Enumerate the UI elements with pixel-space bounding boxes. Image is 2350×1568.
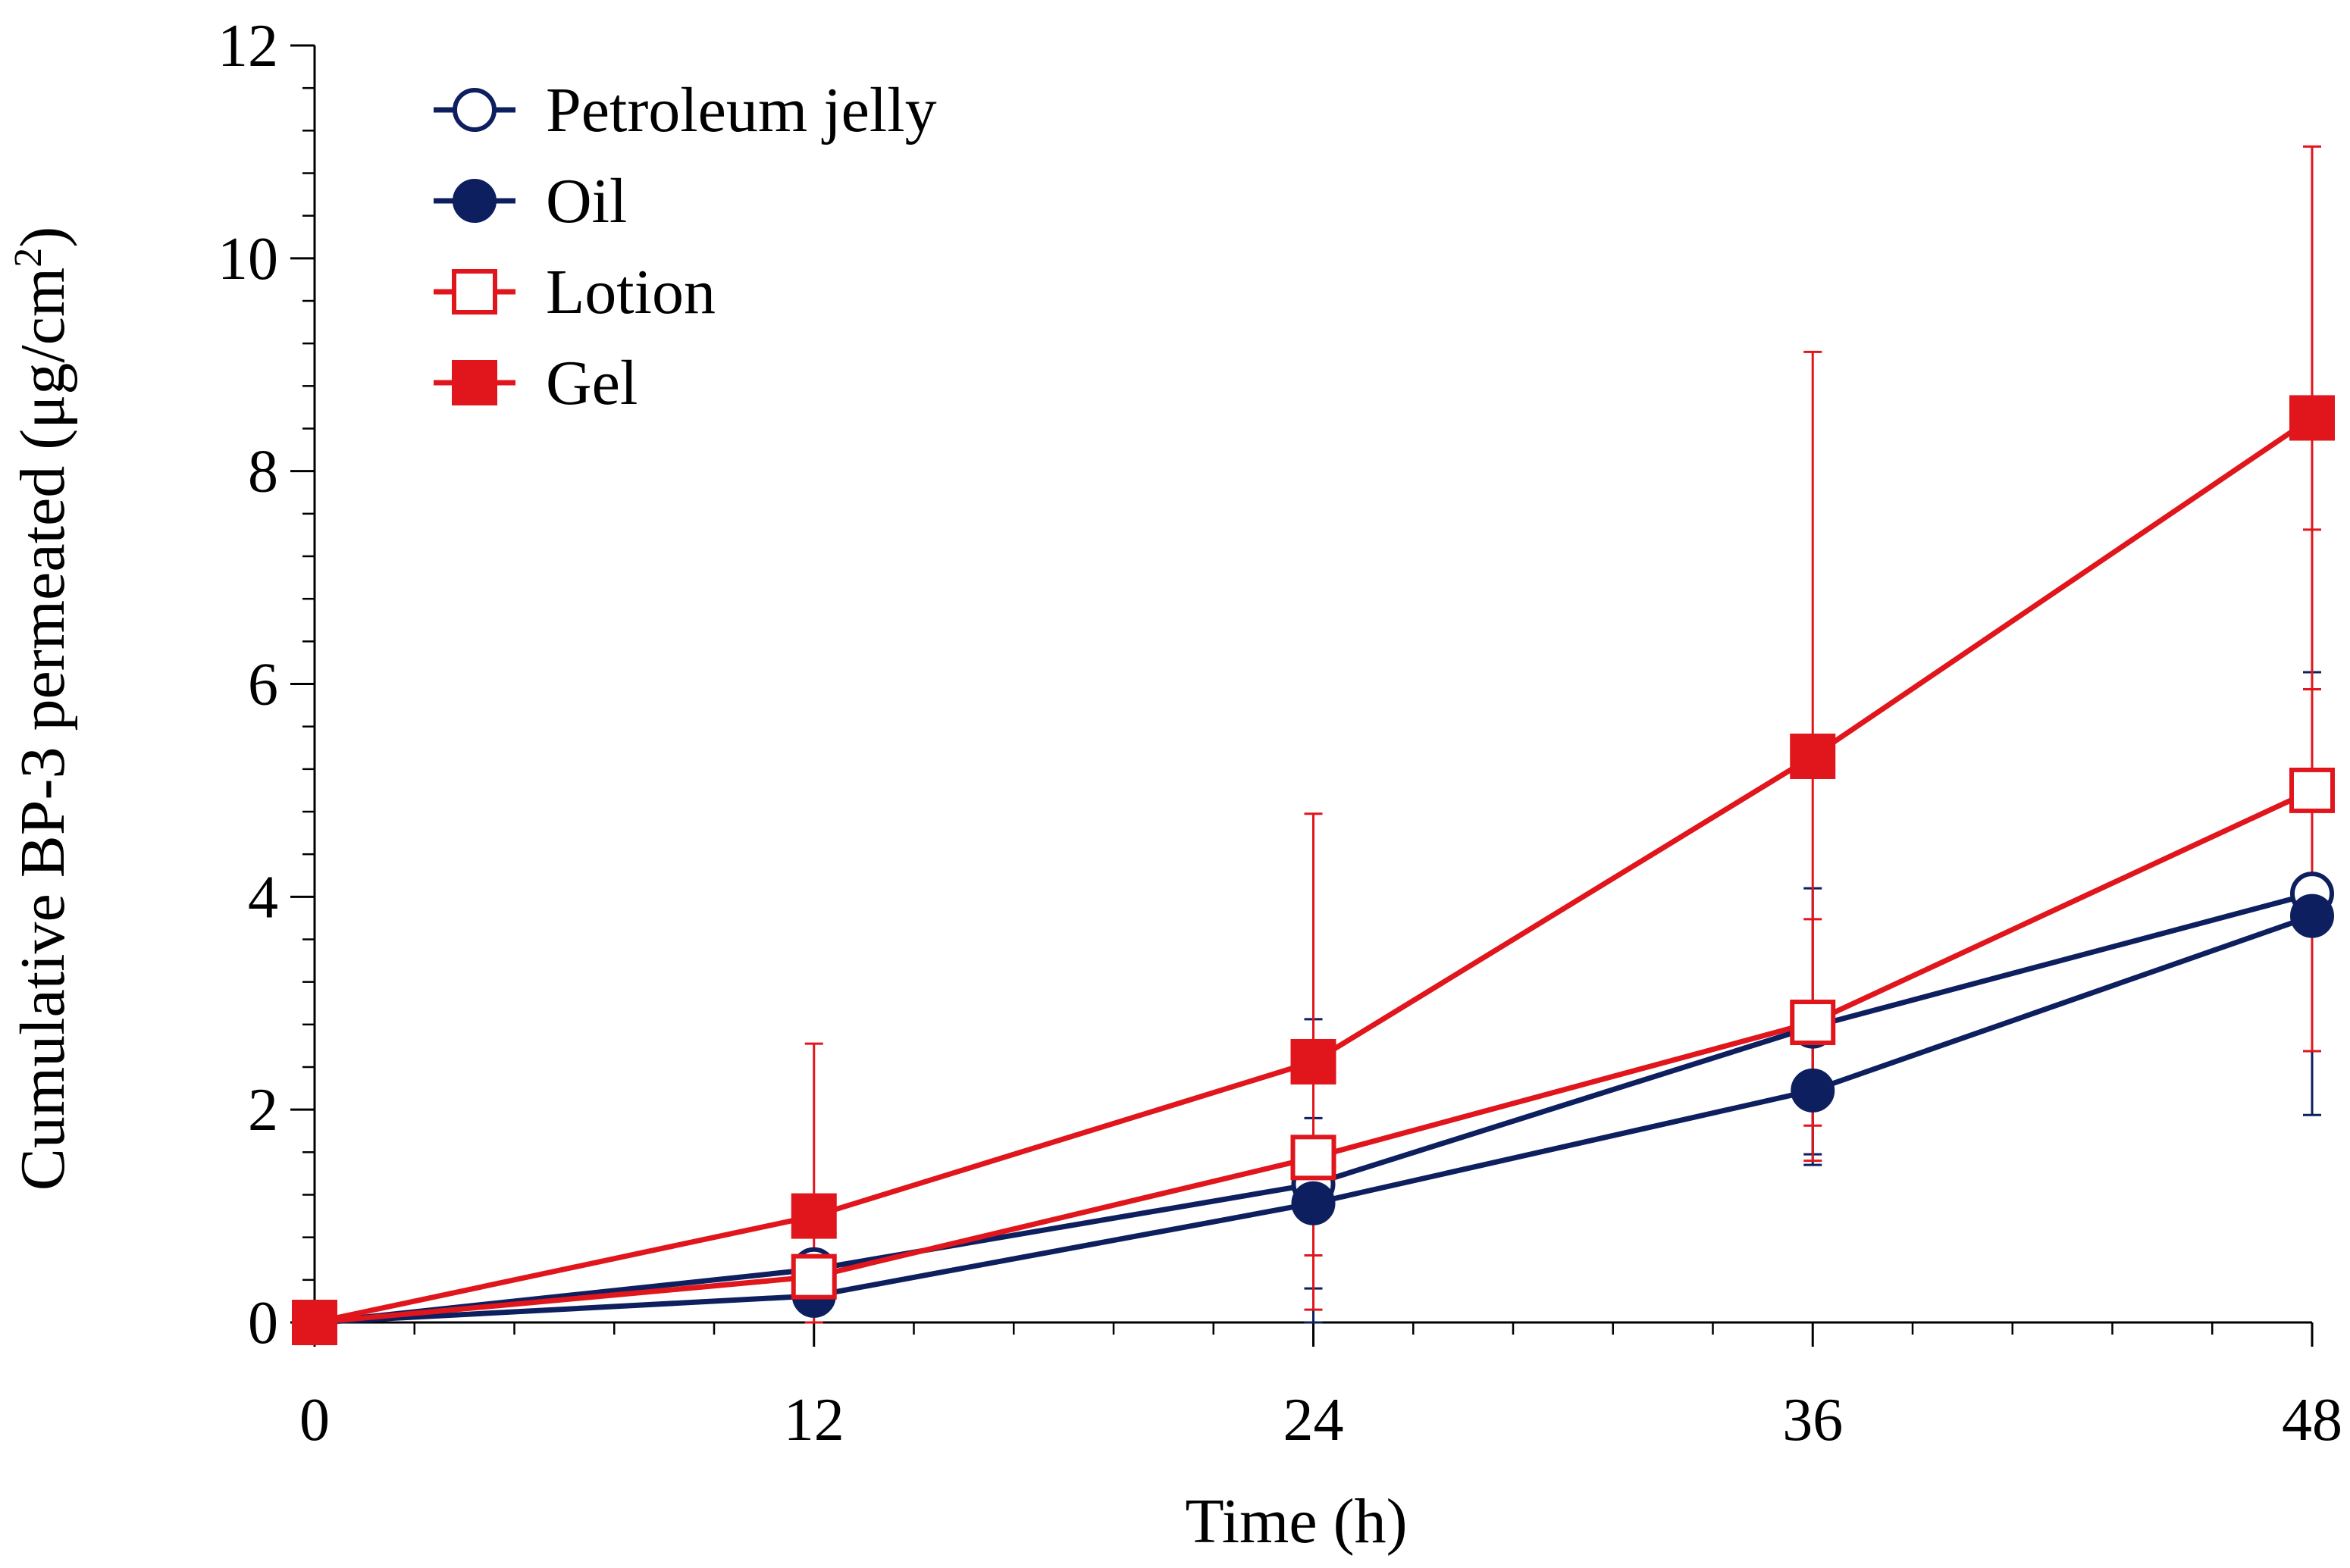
- legend-marker: [452, 360, 497, 405]
- y-tick-label: 2: [248, 1077, 278, 1144]
- data-point: [1791, 1068, 1835, 1113]
- series-markers: [292, 395, 2335, 1345]
- data-point: [2290, 894, 2334, 938]
- y-axis-title: Cumulative BP-3 permeated (μg/cm2): [7, 227, 78, 1191]
- legend-label: Lotion: [546, 257, 716, 327]
- legend-marker: [452, 269, 497, 315]
- legend-label: Petroleum jelly: [546, 75, 937, 146]
- y-tick-label: 6: [248, 652, 278, 718]
- y-tick-label: 8: [248, 439, 278, 505]
- data-point: [791, 1193, 837, 1239]
- x-tick-label: 48: [2282, 1387, 2342, 1454]
- legend-marker: [453, 179, 497, 223]
- data-point: [791, 1253, 837, 1300]
- data-point: [2289, 395, 2335, 441]
- data-point: [1790, 733, 1836, 779]
- legend: Petroleum jelly Oil Lotion Gel: [434, 75, 937, 418]
- x-tick-label: 12: [784, 1387, 844, 1454]
- x-axis-title: Time (h): [1185, 1486, 1407, 1557]
- y-tick-label: 0: [248, 1290, 278, 1357]
- y-axis-title-main: Cumulative BP-3 permeated (μg/cm: [8, 268, 78, 1191]
- data-point: [1290, 1038, 1336, 1084]
- y-tick-label: 4: [248, 864, 278, 931]
- legend-marker: [453, 88, 497, 132]
- data-point: [1291, 1181, 1336, 1225]
- data-point: [1290, 1135, 1336, 1181]
- y-tick-label: 12: [218, 13, 278, 80]
- y-axis-title-end: ): [8, 227, 78, 248]
- y-tick-label: 10: [218, 226, 278, 293]
- legend-label: Oil: [546, 166, 627, 236]
- data-point: [1790, 1000, 1836, 1046]
- x-tick-label: 36: [1782, 1387, 1843, 1454]
- x-tick-label: 24: [1283, 1387, 1344, 1454]
- data-point: [2289, 767, 2335, 813]
- legend-label: Gel: [546, 348, 638, 418]
- data-point: [292, 1300, 337, 1345]
- y-axis-title-superscript: 2: [7, 248, 50, 268]
- x-tick-label: 0: [299, 1387, 330, 1454]
